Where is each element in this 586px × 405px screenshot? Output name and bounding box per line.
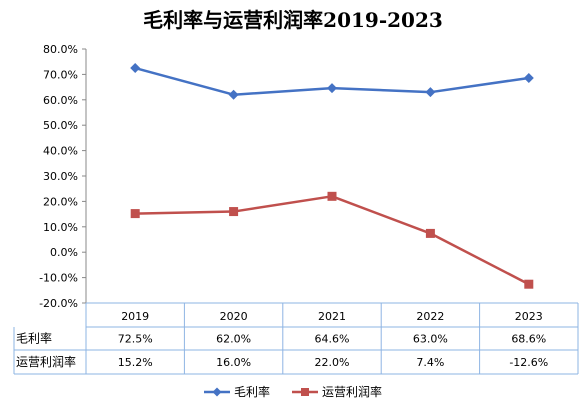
y-tick-label: 0.0% bbox=[50, 246, 78, 259]
data-point-diamond bbox=[228, 89, 239, 100]
table-value-label: -12.6% bbox=[509, 356, 548, 369]
legend-label: 运营利润率 bbox=[322, 384, 382, 399]
table-value-label: 64.6% bbox=[315, 333, 350, 346]
x-category-label: 2022 bbox=[416, 310, 444, 323]
y-tick-label: 60.0% bbox=[43, 94, 78, 107]
x-category-label: 2020 bbox=[220, 310, 248, 323]
table-value-label: 68.6% bbox=[511, 333, 546, 346]
table-value-label: 22.0% bbox=[315, 356, 350, 369]
table-value-label: 7.4% bbox=[416, 356, 444, 369]
y-tick-label: -20.0% bbox=[39, 297, 78, 310]
y-tick-label: 10.0% bbox=[43, 221, 78, 234]
table-value-label: 62.0% bbox=[216, 333, 251, 346]
table-series-name: 运营利润率 bbox=[16, 354, 76, 369]
data-point-diamond bbox=[523, 72, 534, 83]
data-point-square bbox=[327, 191, 337, 201]
series-line bbox=[135, 195, 530, 286]
x-category-label: 2023 bbox=[515, 310, 543, 323]
legend-marker-square bbox=[301, 388, 309, 396]
data-point-square bbox=[524, 279, 534, 289]
x-category-label: 2019 bbox=[121, 310, 149, 323]
table-value-label: 16.0% bbox=[216, 356, 251, 369]
data-point-square bbox=[130, 209, 140, 219]
table-value-label: 15.2% bbox=[118, 356, 153, 369]
chart-title: 毛利率与运营利润率2019-2023 bbox=[143, 8, 443, 32]
y-tick-label: 30.0% bbox=[43, 170, 78, 183]
table-value-label: 63.0% bbox=[413, 333, 448, 346]
legend-label: 毛利率 bbox=[234, 384, 270, 399]
x-category-label: 2021 bbox=[318, 310, 346, 323]
legend-marker-diamond bbox=[212, 387, 222, 397]
y-tick-label: 70.0% bbox=[43, 68, 78, 81]
y-tick-label: 40.0% bbox=[43, 145, 78, 158]
y-tick-label: 80.0% bbox=[43, 43, 78, 56]
y-tick-label: 20.0% bbox=[43, 195, 78, 208]
y-tick-label: -10.0% bbox=[39, 272, 78, 285]
data-point-diamond bbox=[425, 87, 436, 98]
data-point-diamond bbox=[130, 63, 141, 74]
table-series-name: 毛利率 bbox=[16, 331, 52, 346]
data-point-square bbox=[425, 228, 435, 238]
data-point-square bbox=[229, 207, 239, 217]
y-tick-label: 50.0% bbox=[43, 119, 78, 132]
data-point-diamond bbox=[327, 83, 337, 94]
table-value-label: 72.5% bbox=[118, 333, 153, 346]
